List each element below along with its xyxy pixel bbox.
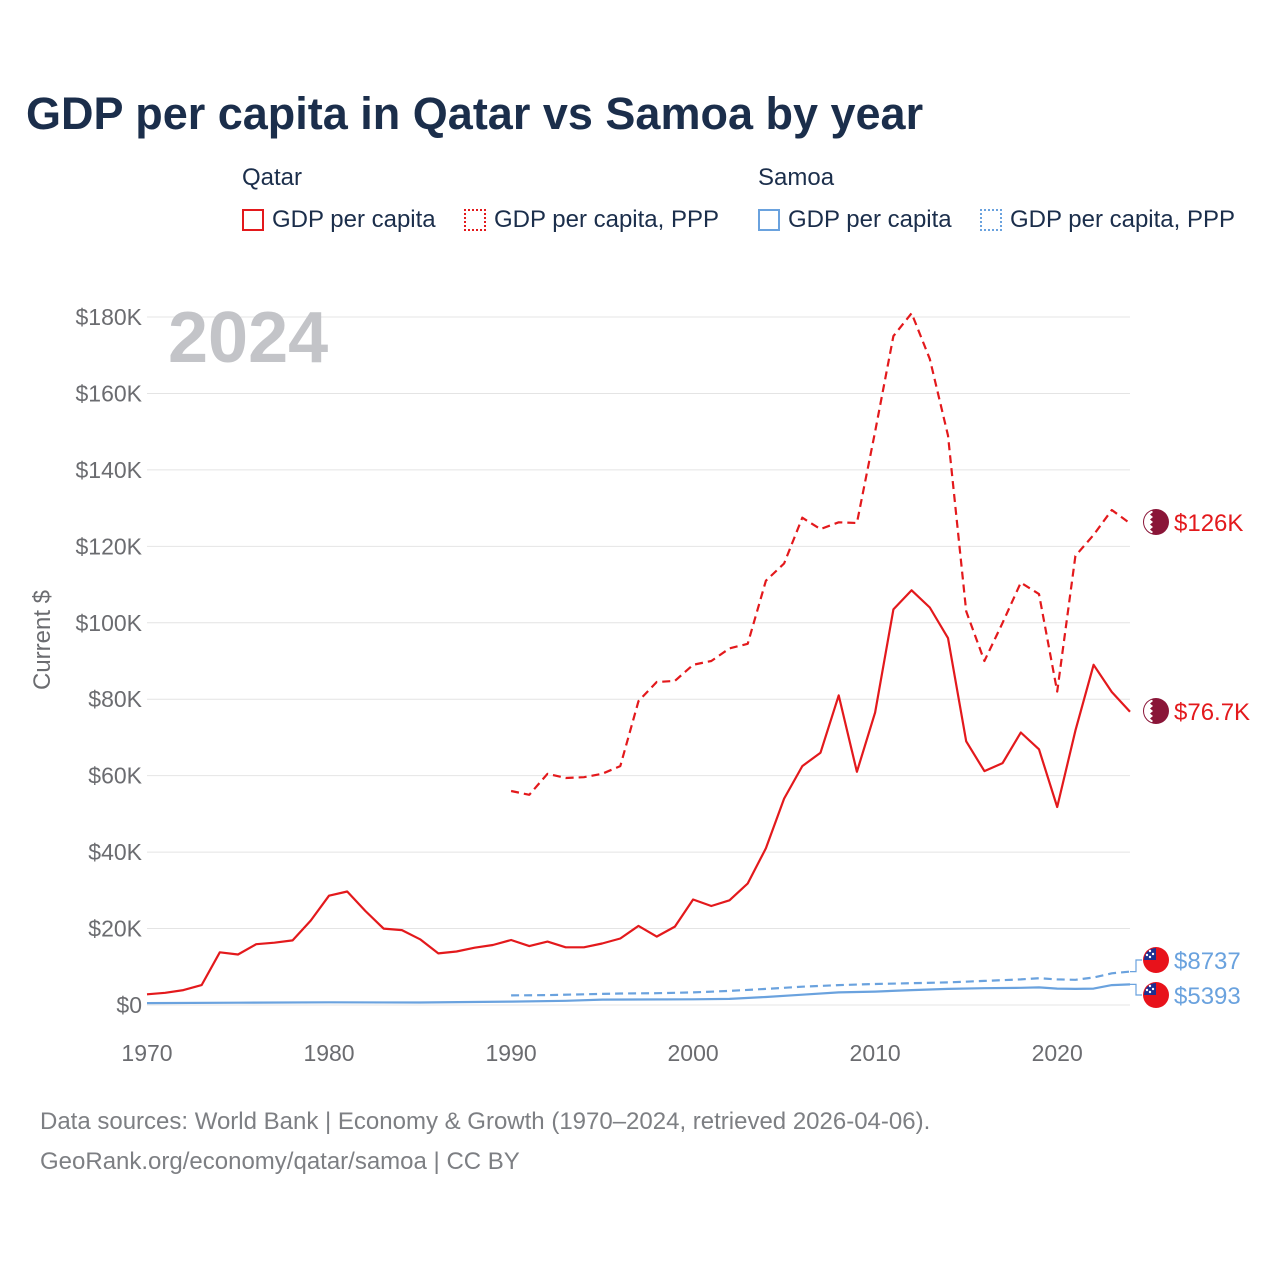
y-tick-label: $60K <box>88 763 142 789</box>
series-line-qatar-gdp[interactable] <box>146 589 1131 996</box>
x-tick-label: 1990 <box>485 1040 536 1066</box>
end-value-label-qatar-gdp: $76.7K <box>1174 699 1250 726</box>
axes: $0 $20K $40K $60K $80K $100K $120K $140K $160K $1… <box>75 304 1082 1066</box>
y-tick-label: $160K <box>75 380 142 406</box>
samoa-flag-icon <box>1143 947 1169 973</box>
end-value-label-samoa-ppp: $8737 <box>1174 948 1241 975</box>
end-value-label-samoa-gdp: $5393 <box>1174 983 1241 1010</box>
series-line-samoa-ppp[interactable] <box>511 970 1131 997</box>
y-tick-label: $180K <box>75 304 142 330</box>
legend-swatch-solid-blue <box>758 209 780 231</box>
legend-label: GDP per capita <box>788 206 952 233</box>
legend-group-samoa: Samoa <box>758 164 835 191</box>
x-tick-label: 1980 <box>303 1040 354 1066</box>
end-markers: $126K $76.7K $8737 $5393 <box>1130 509 1250 1010</box>
legend-swatch-solid-red <box>242 209 264 231</box>
legend-label: GDP per capita <box>272 206 436 233</box>
legend-group-qatar: Qatar <box>242 164 303 191</box>
marker-leader-line <box>1130 983 1142 996</box>
legend-label: GDP per capita, PPP <box>1010 206 1235 233</box>
chart-title: GDP per capita in Qatar vs Samoa by year <box>26 88 924 139</box>
y-tick-label: $100K <box>75 610 142 636</box>
samoa-flag-icon <box>1143 982 1169 1008</box>
legend-item-samoa-ppp[interactable]: GDP per capita, PPP <box>980 205 1235 235</box>
legend-item-qatar-gdp[interactable]: GDP per capita <box>242 205 436 235</box>
legend-item-samoa-gdp[interactable]: GDP per capita <box>758 205 952 235</box>
footer-link[interactable]: GeoRank.org/economy/qatar/samoa | CC BY <box>40 1148 520 1175</box>
footer-sources: Data sources: World Bank | Economy & Gro… <box>40 1108 931 1135</box>
gridlines <box>147 316 1130 1006</box>
qatar-flag-icon <box>1143 509 1169 535</box>
series-line-samoa-gdp[interactable] <box>146 983 1131 1005</box>
x-tick-label: 2010 <box>850 1040 901 1066</box>
y-tick-label: $0 <box>116 992 142 1018</box>
marker-leader-line <box>1130 959 1142 973</box>
y-tick-label: $20K <box>88 916 142 942</box>
y-tick-label: $120K <box>75 533 142 559</box>
legend-label: GDP per capita, PPP <box>494 206 719 233</box>
y-axis-label: Current $ <box>29 590 56 690</box>
legend-swatch-dotted-blue <box>980 209 1002 231</box>
legend-swatch-dotted-red <box>464 209 486 231</box>
series-line-qatar-ppp[interactable] <box>510 312 1131 796</box>
x-tick-label: 1970 <box>121 1040 172 1066</box>
legend-item-qatar-ppp[interactable]: GDP per capita, PPP <box>464 205 719 235</box>
year-watermark: 2024 <box>168 298 328 378</box>
x-tick-label: 2020 <box>1032 1040 1083 1066</box>
y-tick-label: $40K <box>88 839 142 865</box>
end-value-label-qatar-ppp: $126K <box>1174 510 1243 537</box>
series <box>146 312 1131 1005</box>
x-tick-label: 2000 <box>668 1040 719 1066</box>
y-tick-label: $140K <box>75 457 142 483</box>
y-tick-label: $80K <box>88 686 142 712</box>
qatar-flag-icon <box>1143 698 1169 724</box>
